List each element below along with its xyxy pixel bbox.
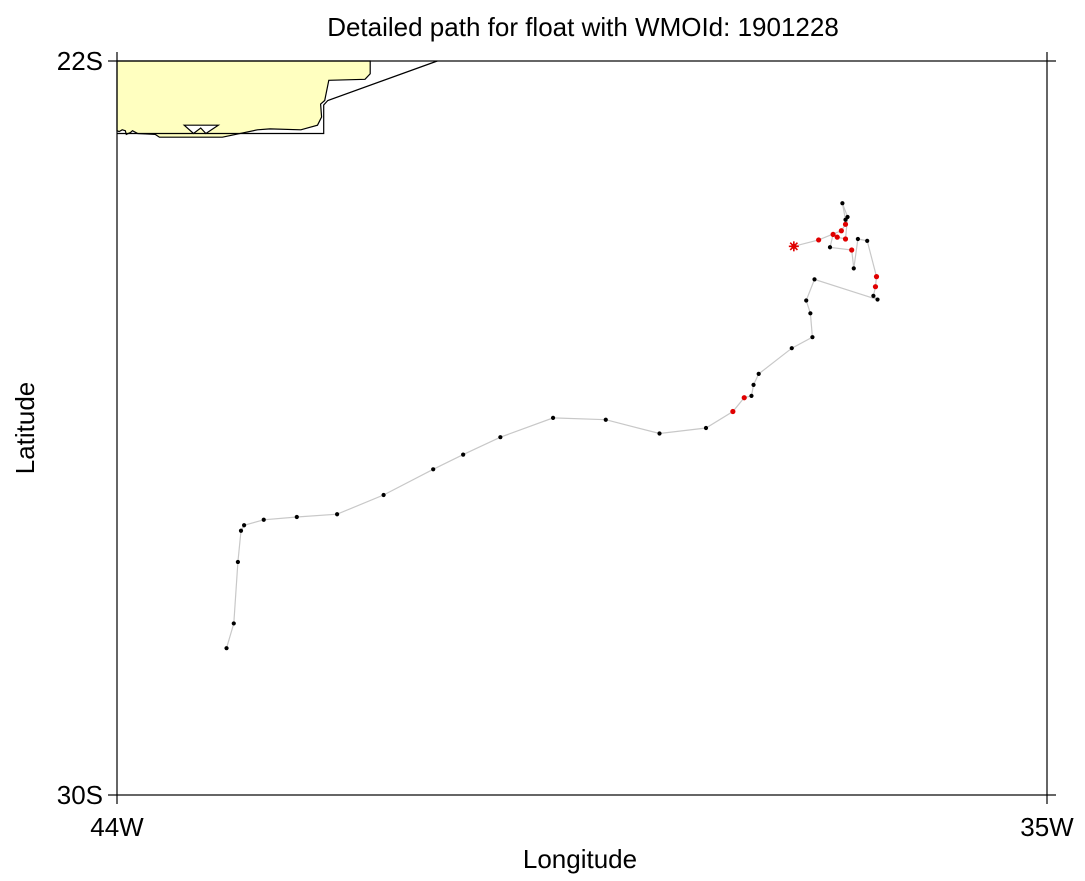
y-tick-label: 30S: [57, 780, 103, 810]
track-line: [225, 202, 878, 649]
y-tick-label: 22S: [57, 46, 103, 76]
position-point: [827, 245, 833, 250]
position-point: [855, 236, 861, 242]
position-point: [810, 335, 815, 340]
land-layer: [116, 60, 438, 138]
flagged-position-point: [842, 221, 849, 227]
position-point: [335, 512, 340, 517]
position-point: [703, 425, 709, 431]
position-point: [845, 214, 850, 220]
position-point: [751, 382, 756, 387]
position-point: [550, 415, 556, 421]
x-tick-label: 35W: [1020, 812, 1074, 842]
position-point: [431, 467, 436, 472]
position-point: [865, 238, 870, 243]
flagged-position-point: [834, 234, 840, 240]
float-track: [225, 202, 878, 649]
position-point: [603, 417, 608, 422]
flagged-position-point: [849, 247, 855, 253]
position-point: [242, 523, 247, 528]
asterisk-stroke: [789, 242, 798, 251]
position-point: [231, 621, 236, 626]
position-point: [657, 431, 662, 436]
plot-frame: [116, 60, 1048, 796]
position-point: [261, 517, 266, 522]
x-tick-label: 44W: [90, 812, 144, 842]
position-point: [808, 311, 813, 316]
position-point: [238, 528, 244, 533]
position-point: [840, 201, 845, 206]
position-point: [851, 266, 856, 271]
flagged-position-point: [741, 395, 747, 401]
flagged-position-point: [830, 231, 836, 238]
deployment-marker: [788, 241, 799, 252]
position-point: [461, 452, 466, 457]
flagged-position-point: [842, 236, 849, 242]
axis-ticks: 44W 35W 22S 30S: [57, 46, 1074, 842]
position-point: [294, 514, 299, 520]
position-point: [381, 492, 386, 498]
position-point: [498, 435, 503, 440]
deployment-asterisk-icon: [788, 241, 799, 252]
position-point: [871, 293, 876, 298]
boundary-line: [117, 60, 438, 135]
flagged-position-point: [816, 237, 822, 243]
position-point: [224, 646, 229, 651]
position-point: [804, 298, 809, 303]
flagged-position-point: [872, 284, 879, 290]
flagged-position-point: [873, 274, 880, 280]
position-point: [812, 277, 817, 282]
x-axis-label: Longitude: [523, 844, 637, 874]
flagged-position-point: [730, 408, 736, 415]
y-axis-label: Latitude: [10, 382, 40, 475]
position-point: [749, 393, 754, 398]
position-point: [875, 297, 880, 302]
float-positions: [224, 201, 880, 651]
island-outline: [182, 124, 221, 135]
position-point: [789, 346, 794, 351]
flagged-position-point: [838, 228, 844, 234]
position-point: [235, 559, 240, 565]
position-point: [756, 371, 761, 376]
chart-title: Detailed path for float with WMOId: 1901…: [327, 12, 839, 42]
